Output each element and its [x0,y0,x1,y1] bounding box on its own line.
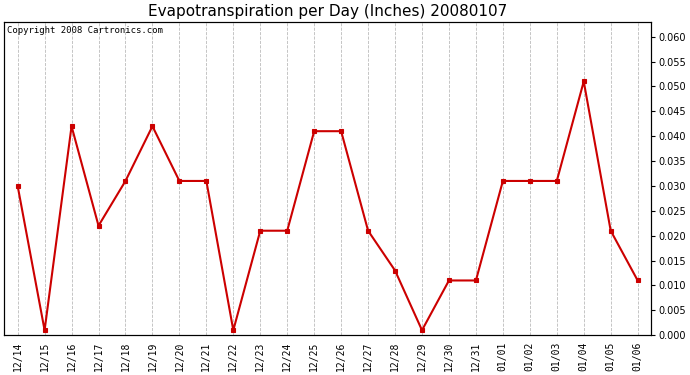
Text: Copyright 2008 Cartronics.com: Copyright 2008 Cartronics.com [8,26,164,35]
Title: Evapotranspiration per Day (Inches) 20080107: Evapotranspiration per Day (Inches) 2008… [148,4,507,19]
